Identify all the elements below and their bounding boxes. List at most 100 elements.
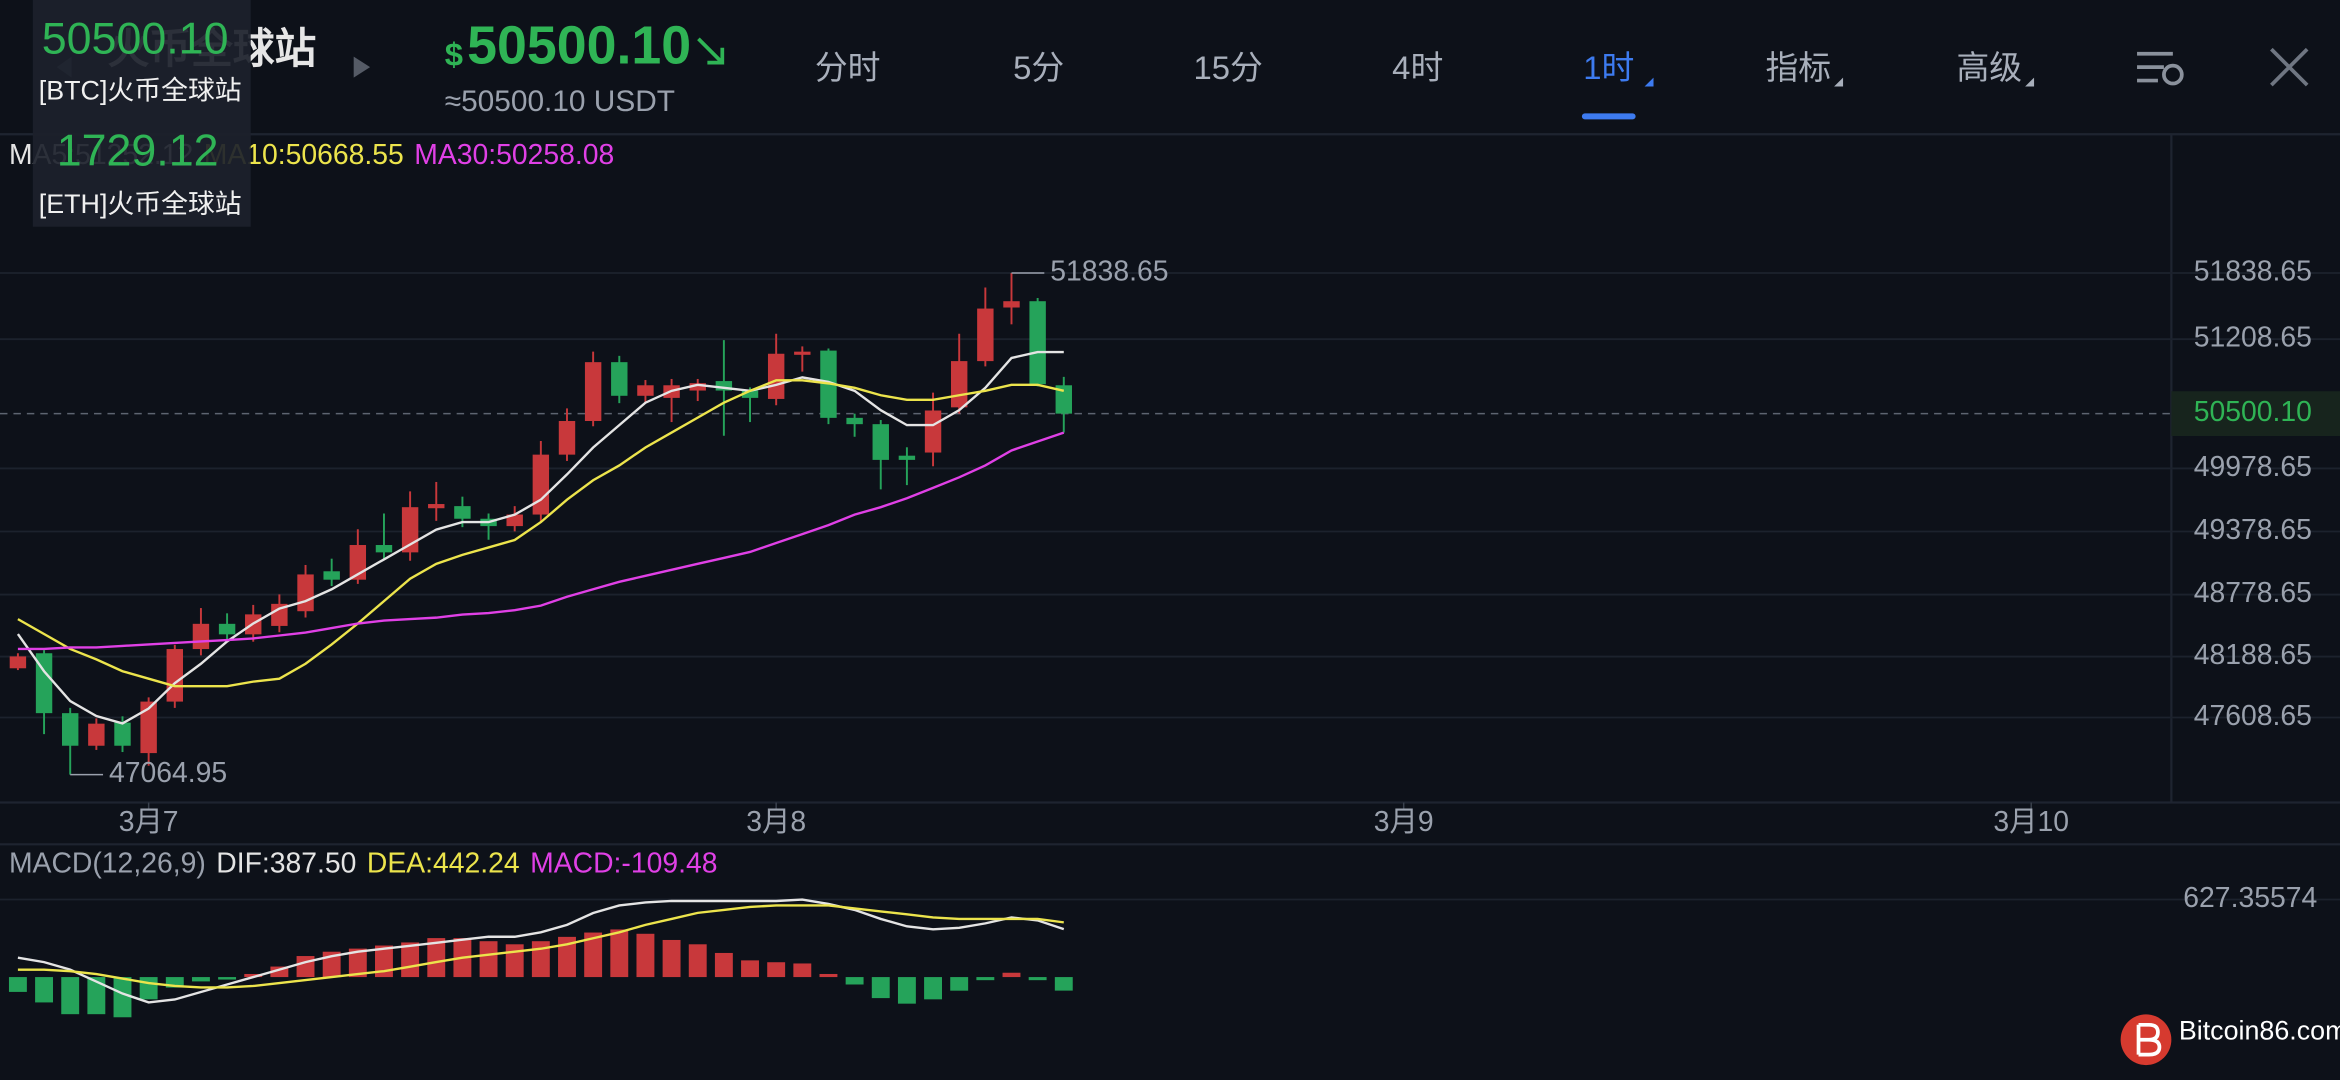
y-tick-label: 51208.65	[2194, 322, 2312, 354]
candle	[1055, 376, 1072, 433]
legend-label: MACD:-109.48	[530, 848, 717, 880]
candle-body	[872, 424, 889, 460]
candle	[1003, 272, 1020, 325]
candle	[767, 333, 785, 406]
last-price: 50500.10	[467, 15, 691, 75]
y-tick-label: 49378.65	[2194, 514, 2312, 546]
tab-label: 指标	[1765, 49, 1831, 86]
histogram-bar	[427, 938, 446, 978]
tab[interactable]: 1时	[1581, 49, 1654, 120]
candle-body	[584, 362, 602, 422]
settings-icon[interactable]	[2137, 51, 2184, 86]
current-price-label: 50500.10	[2194, 396, 2312, 428]
popup-market: [BTC]火币全球站	[39, 76, 242, 106]
candle-body	[88, 723, 105, 746]
candle-body	[271, 603, 288, 626]
candle-body	[715, 381, 733, 391]
trend-arrow	[697, 37, 725, 65]
tab[interactable]: 高级	[1956, 49, 2035, 87]
histogram-bar	[558, 936, 576, 978]
candle	[218, 613, 236, 642]
tab[interactable]: 15分	[1194, 49, 1263, 86]
market-popup: 50500.10 [BTC]火币全球站 1729.12 [ETH]火币全球站	[32, 0, 251, 227]
popup-item[interactable]: 50500.10 [BTC]火币全球站	[39, 14, 242, 106]
indicator-title: MACD(12,26,9)	[9, 848, 206, 880]
indicator-line	[16, 350, 1064, 725]
histogram-bar	[924, 977, 943, 1000]
popup-item[interactable]: 1729.12 [ETH]火币全球站	[39, 125, 242, 218]
candle-body	[166, 649, 183, 702]
tab-label: 15分	[1194, 49, 1263, 86]
histogram-bar	[1054, 977, 1073, 991]
histogram-bar	[8, 977, 27, 992]
histogram-bar	[662, 939, 681, 978]
candle	[88, 718, 105, 750]
candle-body	[689, 383, 706, 391]
tab[interactable]: 指标	[1765, 49, 1844, 87]
candle	[872, 419, 889, 490]
tab-underline	[1581, 113, 1636, 120]
candle-body	[794, 351, 811, 355]
candle-body	[61, 713, 79, 746]
candle-body	[454, 506, 471, 519]
y-tick-label: 49978.65	[2194, 451, 2312, 483]
tab-label: 1时	[1583, 49, 1634, 86]
legend-label: DEA:442.24	[367, 848, 520, 880]
histogram-bar	[296, 956, 315, 978]
watermark-glyph	[2136, 1022, 2162, 1057]
candle-body	[532, 454, 550, 515]
histogram-bar	[610, 929, 629, 978]
watermark: Bitcoin86.com	[2120, 1014, 2340, 1066]
close-button[interactable]	[2270, 47, 2309, 87]
histogram-bar	[950, 977, 969, 991]
x-tick-label: 3月7	[119, 806, 179, 838]
max-label: 51838.65	[1050, 255, 1168, 287]
histogram-bar	[584, 932, 603, 978]
histogram-bar	[636, 933, 655, 978]
icon-gear	[2162, 63, 2184, 86]
histogram-bar	[479, 941, 498, 978]
candle-body	[767, 353, 785, 399]
tab-label: 分时	[815, 49, 881, 86]
legend-label: MA30:50258.08	[414, 139, 614, 171]
candle	[375, 513, 393, 559]
candle	[637, 380, 654, 404]
tab-label: 4时	[1392, 49, 1443, 86]
candle-body	[506, 514, 523, 527]
candle-body	[140, 701, 157, 754]
indicator-line	[17, 431, 1065, 651]
legend-label: DIF:387.50	[216, 848, 356, 880]
candle	[846, 413, 863, 437]
tab[interactable]: 4时	[1392, 49, 1443, 86]
candle-body	[741, 390, 759, 398]
candle	[428, 481, 445, 521]
candle	[9, 653, 27, 671]
tab-dropdown-indicator	[2025, 77, 2035, 87]
histogram-bar	[976, 977, 995, 981]
next-arrow[interactable]	[353, 56, 371, 78]
y-tick-label: 48188.65	[2194, 639, 2312, 671]
candle	[61, 707, 79, 775]
tab[interactable]: 5分	[1013, 49, 1064, 86]
current-price-badge	[2171, 391, 2340, 437]
histogram-bar	[871, 977, 890, 999]
price-usdt: ≈50500.10 USDT	[445, 85, 675, 118]
tab[interactable]: 分时	[815, 49, 881, 86]
histogram-bar	[87, 977, 106, 1015]
candle	[794, 346, 811, 372]
candle-body	[1055, 385, 1072, 414]
currency-symbol: $	[445, 35, 463, 72]
watermark-title: Bitcoin86.com	[2179, 1015, 2340, 1045]
tab-label: 5分	[1013, 49, 1064, 86]
candle	[506, 506, 523, 532]
candle-body	[1003, 301, 1020, 308]
candle-body	[35, 653, 53, 714]
candle-body	[924, 410, 942, 453]
candle-body	[977, 308, 994, 362]
popup-price: 50500.10	[42, 14, 229, 64]
popup-price: 1729.12	[57, 125, 219, 175]
candle-body	[846, 417, 863, 425]
candle-body	[218, 623, 236, 635]
candle	[323, 558, 340, 586]
candle	[166, 644, 183, 708]
